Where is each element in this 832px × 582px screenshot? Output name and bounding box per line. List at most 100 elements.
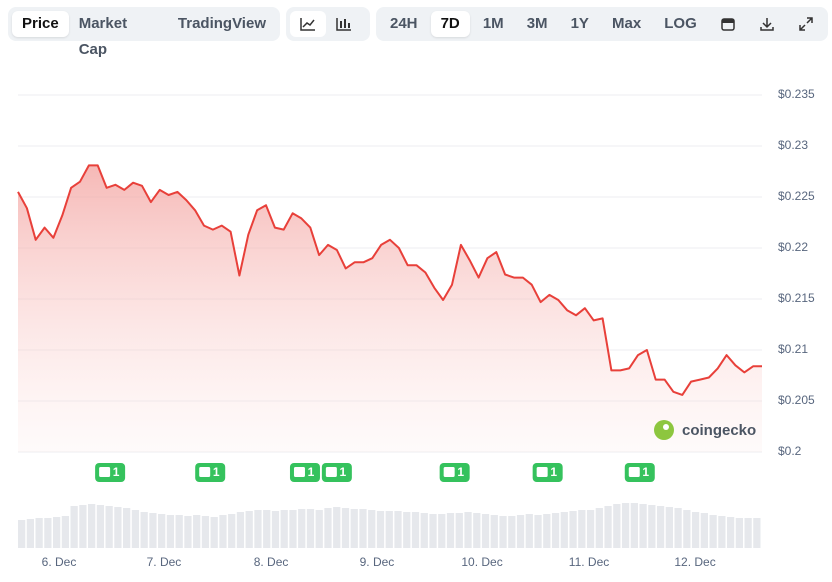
volume-bar xyxy=(18,520,26,548)
volume-bar xyxy=(621,503,630,548)
volume-bar xyxy=(193,515,201,548)
volume-bar xyxy=(569,511,577,548)
y-tick-label: $0.2 xyxy=(778,444,802,458)
range-tab[interactable]: 1M xyxy=(482,15,504,32)
range-tab[interactable]: Max xyxy=(612,15,642,32)
volume-bar xyxy=(534,515,542,548)
volume-bar xyxy=(403,512,411,548)
event-icon xyxy=(325,467,337,477)
event-icon xyxy=(99,467,111,477)
event-count: 1 xyxy=(113,465,120,479)
event-icon xyxy=(628,467,640,477)
volume-bar xyxy=(473,513,481,548)
volume-bar xyxy=(543,514,551,548)
range-tab[interactable]: 3M xyxy=(526,15,548,32)
line-icon[interactable] xyxy=(290,11,326,37)
event-bg xyxy=(289,463,320,482)
volume-bar xyxy=(420,513,428,548)
volume-bar xyxy=(289,510,297,548)
volume-bar xyxy=(210,517,218,548)
view-tab[interactable]: Market Cap xyxy=(78,15,128,58)
event-count: 1 xyxy=(213,465,220,479)
event-count: 1 xyxy=(308,465,315,479)
event-icon xyxy=(293,467,305,477)
view-tab[interactable]: TradingView xyxy=(177,15,266,32)
volume-bar xyxy=(219,515,227,548)
x-tick-label: 6. Dec xyxy=(42,555,77,569)
y-tick-label: $0.225 xyxy=(778,189,815,203)
volume-bar xyxy=(525,514,533,548)
range-tab[interactable]: 1Y xyxy=(570,15,589,32)
volume-bar xyxy=(201,516,210,548)
event-badge: 1 xyxy=(289,463,320,482)
event-bg xyxy=(532,463,563,482)
watermark-logo xyxy=(654,420,674,440)
event-count: 1 xyxy=(340,465,347,479)
volume-bar xyxy=(438,514,446,548)
event-icon xyxy=(536,467,548,477)
volume-bar xyxy=(359,509,367,548)
event-count: 1 xyxy=(457,465,464,479)
volume-bar xyxy=(674,508,682,548)
volume-bar xyxy=(26,519,35,548)
volume-bar xyxy=(280,510,288,548)
volume-bar xyxy=(341,508,350,548)
event-bg xyxy=(195,463,226,482)
y-tick-label: $0.22 xyxy=(778,240,808,254)
volume-bar xyxy=(79,505,87,548)
volume-bar xyxy=(175,515,183,548)
volume-bar xyxy=(35,518,43,548)
range-tab[interactable]: 24H xyxy=(390,15,418,32)
volume-bar xyxy=(245,511,253,548)
volume-bar xyxy=(324,508,332,548)
event-bg xyxy=(624,463,655,482)
volume-bar xyxy=(656,506,665,548)
event-badge: 1 xyxy=(532,463,563,482)
volume-bar xyxy=(718,516,726,548)
volume-bar xyxy=(70,506,78,548)
event-badge: 1 xyxy=(321,463,352,482)
volume-bar xyxy=(271,511,280,548)
volume-bar xyxy=(464,512,472,548)
volume-bar xyxy=(166,515,175,548)
candle-icon[interactable] xyxy=(326,11,362,37)
chart-style xyxy=(286,7,370,41)
volume-bar xyxy=(586,510,595,548)
volume-bar xyxy=(368,510,376,548)
event-bg xyxy=(321,463,352,482)
volume-bar xyxy=(446,513,455,548)
volume-bar xyxy=(385,511,393,548)
volume-bar xyxy=(683,510,691,548)
area xyxy=(18,165,762,452)
volume-bar xyxy=(744,518,752,548)
volume-bar xyxy=(551,513,560,548)
range-tab[interactable]: LOG xyxy=(664,15,697,32)
view-tab[interactable]: Price xyxy=(12,11,69,37)
volume-bar xyxy=(149,513,157,548)
volume-bar xyxy=(490,515,498,548)
event-icon xyxy=(443,467,455,477)
volume-bar xyxy=(61,516,70,548)
volume-bar xyxy=(665,507,673,548)
volume-bar xyxy=(639,504,647,548)
y-tick-label: $0.21 xyxy=(778,342,808,356)
watermark-eye xyxy=(663,424,669,430)
range-tab[interactable]: 7D xyxy=(430,11,470,37)
volume-bar xyxy=(44,518,52,548)
volume-bar xyxy=(254,510,262,548)
volume-bar xyxy=(228,514,236,548)
event-bg xyxy=(439,463,470,482)
volume-bar xyxy=(481,514,490,548)
fullscreen-icon[interactable] xyxy=(788,11,824,37)
volume-bar xyxy=(726,517,735,548)
volume-bar xyxy=(691,512,700,548)
volume-bar xyxy=(411,512,420,548)
y-tick-label: $0.215 xyxy=(778,291,815,305)
calendar-icon[interactable] xyxy=(710,11,746,37)
download-icon[interactable] xyxy=(749,11,785,37)
volume-bar xyxy=(595,508,603,548)
event-badge: 1 xyxy=(439,463,470,482)
volume-bar xyxy=(700,513,708,548)
volume-bar xyxy=(604,506,612,548)
